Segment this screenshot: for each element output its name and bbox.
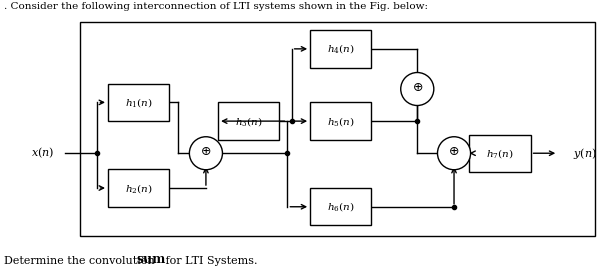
Text: $\oplus$: $\oplus$	[200, 146, 212, 158]
Text: $h_5(n)$: $h_5(n)$	[327, 115, 354, 128]
Ellipse shape	[401, 73, 434, 105]
Text: $h_6(n)$: $h_6(n)$	[327, 200, 354, 213]
FancyBboxPatch shape	[310, 30, 371, 68]
FancyBboxPatch shape	[108, 84, 169, 121]
Text: $\oplus$: $\oplus$	[411, 81, 423, 94]
Text: . Consider the following interconnection of LTI systems shown in the Fig. below:: . Consider the following interconnection…	[4, 2, 428, 11]
Ellipse shape	[438, 137, 470, 170]
FancyBboxPatch shape	[218, 102, 279, 140]
Text: $h_7(n)$: $h_7(n)$	[486, 147, 514, 160]
Text: $h_4(n)$: $h_4(n)$	[327, 42, 354, 55]
FancyBboxPatch shape	[469, 134, 530, 172]
Text: $h_3(n)$: $h_3(n)$	[235, 115, 263, 128]
FancyBboxPatch shape	[310, 188, 371, 225]
Text: for LTI Systems.: for LTI Systems.	[163, 256, 258, 266]
Text: $y(n)$: $y(n)$	[573, 146, 597, 161]
Text: Determine the convolution: Determine the convolution	[4, 256, 158, 266]
Text: $h_1(n)$: $h_1(n)$	[125, 96, 152, 109]
Text: $x(n)$: $x(n)$	[31, 146, 55, 161]
FancyBboxPatch shape	[108, 169, 169, 207]
Text: $\oplus$: $\oplus$	[448, 146, 460, 158]
Ellipse shape	[189, 137, 222, 170]
FancyBboxPatch shape	[310, 102, 371, 140]
Text: sum: sum	[137, 253, 166, 266]
Text: $h_2(n)$: $h_2(n)$	[125, 182, 152, 194]
FancyBboxPatch shape	[80, 22, 595, 236]
